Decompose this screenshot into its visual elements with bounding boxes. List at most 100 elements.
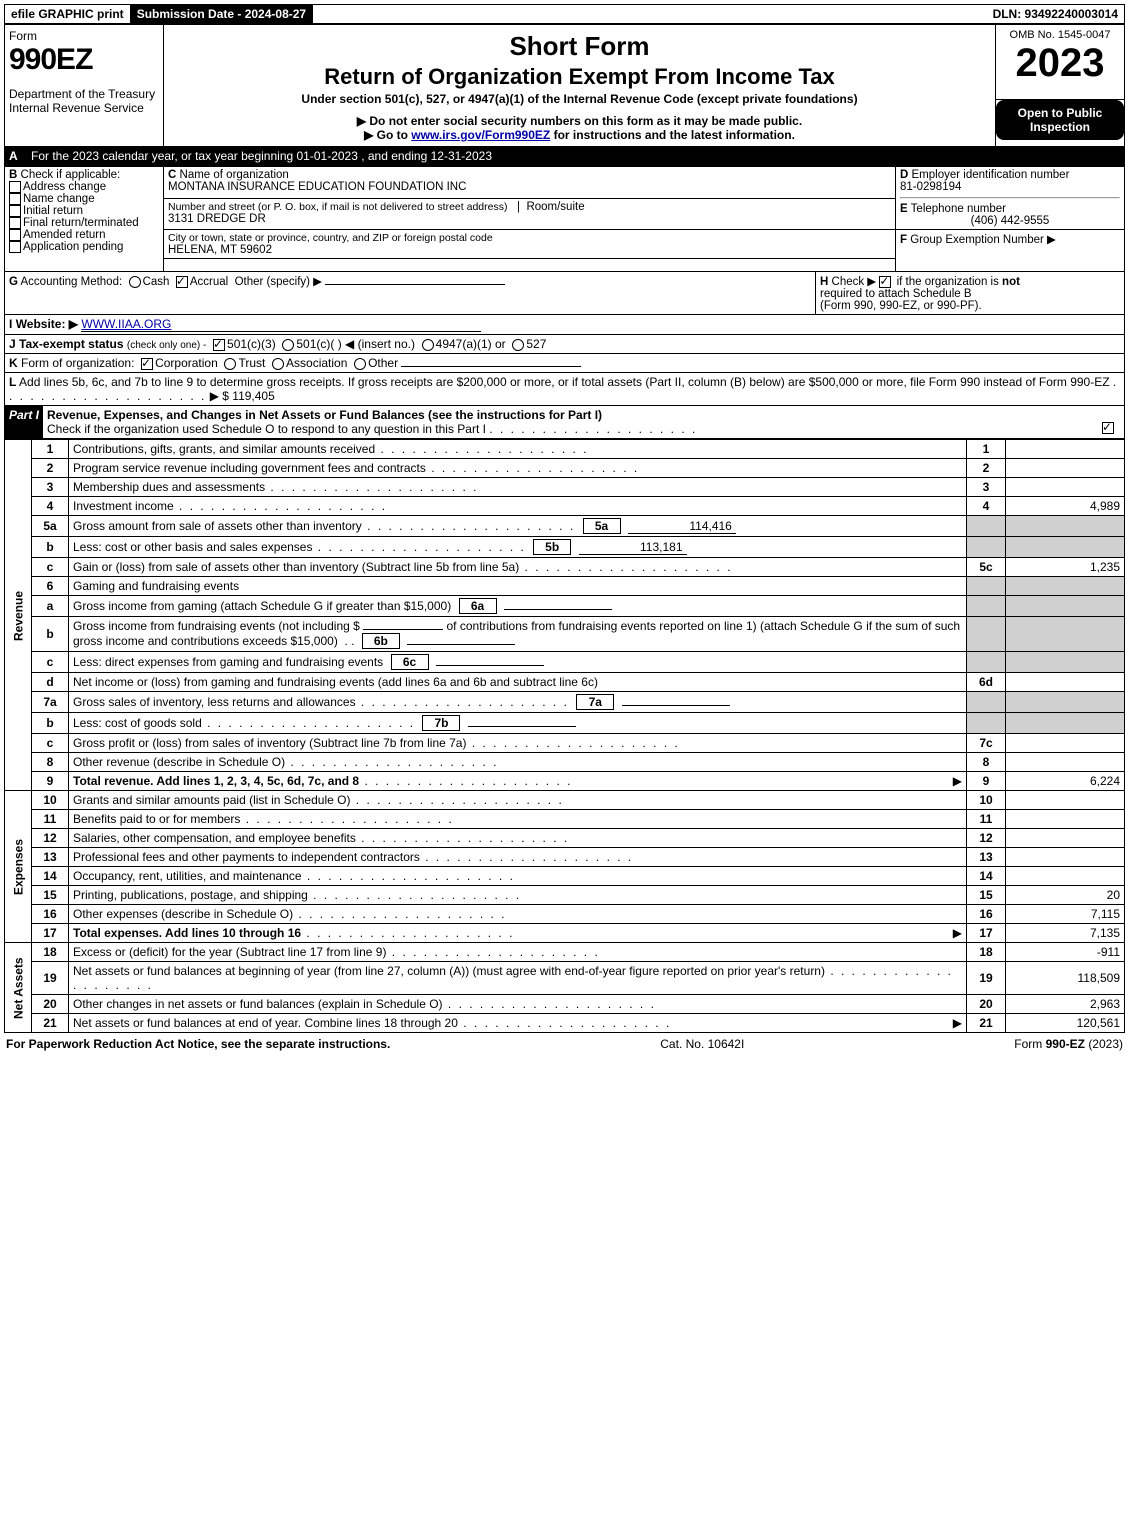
amt-6d: [1006, 673, 1125, 692]
part-i-title: Revenue, Expenses, and Changes in Net As…: [47, 408, 602, 422]
chk-final-return[interactable]: [9, 217, 21, 229]
line-a-letter: A: [5, 147, 27, 165]
chk-accrual[interactable]: [176, 276, 188, 288]
page-footer: For Paperwork Reduction Act Notice, see …: [4, 1033, 1125, 1055]
e-label: Telephone number: [911, 203, 1006, 215]
efile-print-label[interactable]: efile GRAPHIC print: [5, 5, 131, 23]
amt-6a: [504, 609, 612, 610]
amt-10: [1006, 791, 1125, 810]
expenses-side-label: Expenses: [5, 791, 32, 943]
amt-15: 20: [1006, 886, 1125, 905]
form-number: 990EZ: [9, 43, 159, 77]
form-footer-no: 990-EZ: [1046, 1037, 1085, 1051]
amt-2: [1006, 459, 1125, 478]
part-i-label: Part I: [5, 406, 43, 438]
part-i-table: Revenue 1 Contributions, gifts, grants, …: [4, 439, 1125, 1033]
room-label: Room/suite: [526, 201, 584, 213]
net-assets-side-label: Net Assets: [5, 943, 32, 1033]
amt-18: -911: [1006, 943, 1125, 962]
chk-corporation[interactable]: [141, 358, 153, 370]
d-label: Employer identification number: [912, 169, 1070, 181]
chk-address-change[interactable]: [9, 181, 21, 193]
other-specify-input[interactable]: [325, 284, 505, 285]
dln-label: DLN: 93492240003014: [987, 5, 1124, 23]
org-name: MONTANA INSURANCE EDUCATION FOUNDATION I…: [168, 181, 466, 193]
radio-cash[interactable]: [129, 276, 141, 288]
amt-6c: [436, 665, 544, 666]
amt-9: 6,224: [1006, 772, 1125, 791]
amt-17: 7,135: [1006, 924, 1125, 943]
open-public-badge: Open to Public Inspection: [996, 100, 1124, 140]
city-value: HELENA, MT 59602: [168, 244, 272, 256]
amt-21: 120,561: [1006, 1014, 1125, 1033]
street-label: Number and street (or P. O. box, if mail…: [168, 201, 507, 213]
amt-6b: [407, 644, 515, 645]
amt-13: [1006, 848, 1125, 867]
city-label: City or town, state or province, country…: [168, 232, 493, 244]
part-i-check-line: Check if the organization used Schedule …: [47, 422, 486, 436]
form-word: Form: [9, 29, 159, 43]
chk-initial-return[interactable]: [9, 205, 21, 217]
chk-501c3[interactable]: [213, 339, 225, 351]
amt-19: 118,509: [1006, 962, 1125, 995]
b-label: Check if applicable:: [21, 169, 121, 181]
omb-number: OMB No. 1545-0047: [1000, 29, 1120, 41]
form-header: Form 990EZ Department of the Treasury In…: [4, 24, 1125, 147]
submission-date: Submission Date - 2024-08-27: [131, 5, 313, 23]
short-form-title: Short Form: [168, 31, 991, 62]
k-label: Form of organization:: [21, 356, 134, 370]
f-label: Group Exemption Number: [910, 234, 1044, 246]
radio-4947[interactable]: [422, 339, 434, 351]
j-label: Tax-exempt status: [19, 337, 123, 351]
tax-year: 2023: [1000, 41, 1120, 86]
subtitle: Under section 501(c), 527, or 4947(a)(1)…: [168, 92, 991, 106]
radio-501c[interactable]: [282, 339, 294, 351]
amt-7a: [622, 705, 730, 706]
identity-block: B Check if applicable: Address change Na…: [4, 166, 1125, 272]
amt-1: [1006, 440, 1125, 459]
g-label: Accounting Method:: [21, 276, 123, 288]
dept-treasury: Department of the Treasury: [9, 87, 159, 101]
amt-8: [1006, 753, 1125, 772]
c-name-label: Name of organization: [180, 169, 289, 181]
goto-note: ▶ Go to www.irs.gov/Form990EZ for instru…: [168, 128, 991, 142]
amt-14: [1006, 867, 1125, 886]
g-h-block: G Accounting Method: Cash Accrual Other …: [4, 272, 1125, 315]
amt-12: [1006, 829, 1125, 848]
amt-5b: 113,181: [579, 540, 687, 555]
other-org-input[interactable]: [401, 366, 581, 367]
line-a-text: For the 2023 calendar year, or tax year …: [27, 147, 496, 165]
chk-application-pending[interactable]: [9, 241, 21, 253]
l-text: Add lines 5b, 6c, and 7b to line 9 to de…: [19, 375, 1110, 389]
ein-value: 81-0298194: [900, 181, 961, 193]
top-bar: efile GRAPHIC print Submission Date - 20…: [4, 4, 1125, 24]
amt-5c: 1,235: [1006, 558, 1125, 577]
phone-value: (406) 442-9555: [900, 215, 1120, 227]
chk-schedule-o-used[interactable]: [1102, 422, 1114, 434]
radio-association[interactable]: [272, 358, 284, 370]
website-link[interactable]: WWW.IIAA.ORG: [81, 317, 481, 332]
paperwork-notice: For Paperwork Reduction Act Notice, see …: [6, 1037, 390, 1051]
i-label: Website: ▶: [16, 317, 78, 331]
amt-16: 7,115: [1006, 905, 1125, 924]
amt-11: [1006, 810, 1125, 829]
amt-4: 4,989: [1006, 497, 1125, 516]
revenue-side-label: Revenue: [5, 440, 32, 791]
irs-link[interactable]: www.irs.gov/Form990EZ: [411, 128, 550, 142]
gross-receipts-amount: 119,405: [232, 389, 275, 403]
return-title: Return of Organization Exempt From Incom…: [168, 64, 991, 90]
amt-5a: 114,416: [628, 519, 736, 534]
irs-label: Internal Revenue Service: [9, 101, 159, 115]
contrib-input[interactable]: [363, 629, 443, 630]
radio-527[interactable]: [512, 339, 524, 351]
chk-schedule-b-not-required[interactable]: [879, 276, 891, 288]
amt-7b: [468, 726, 576, 727]
chk-name-change[interactable]: [9, 193, 21, 205]
f-arrow: ▶: [1047, 234, 1056, 246]
chk-amended-return[interactable]: [9, 229, 21, 241]
radio-trust[interactable]: [224, 358, 236, 370]
street-value: 3131 DREDGE DR: [168, 213, 266, 225]
amt-20: 2,963: [1006, 995, 1125, 1014]
amt-3: [1006, 478, 1125, 497]
radio-other-org[interactable]: [354, 358, 366, 370]
